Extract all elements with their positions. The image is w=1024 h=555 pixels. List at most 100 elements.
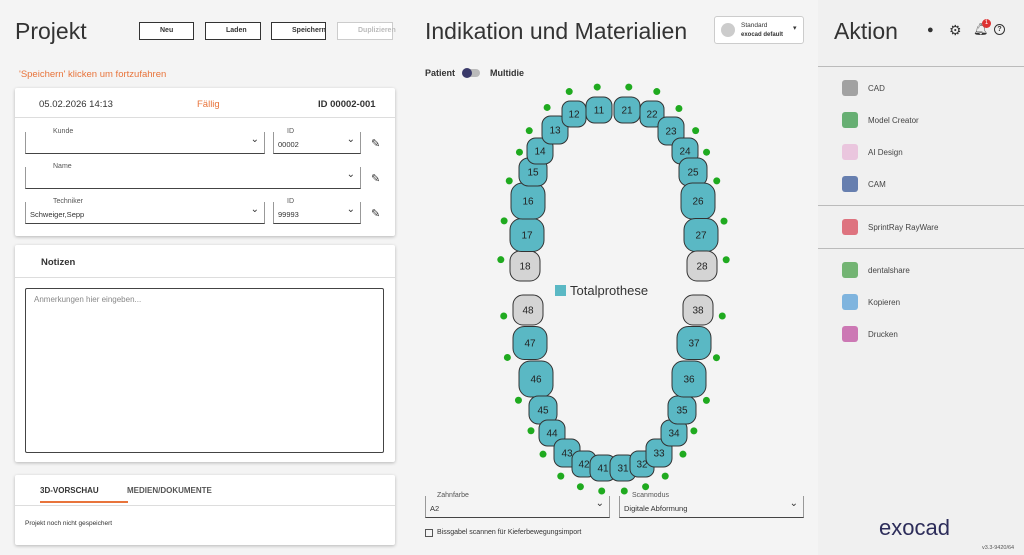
tooth-number: 32 bbox=[636, 460, 648, 471]
tooth-number: 47 bbox=[524, 339, 536, 350]
user-icon[interactable]: ● bbox=[927, 24, 934, 36]
marker-dot bbox=[503, 353, 511, 361]
tooth-number: 27 bbox=[695, 231, 707, 242]
tooth-number: 22 bbox=[646, 110, 658, 121]
select[interactable] bbox=[25, 132, 265, 154]
button[interactable]: Speichern bbox=[271, 22, 326, 40]
tab[interactable]: 3D-VORSCHAU bbox=[40, 486, 128, 503]
tooth-number: 34 bbox=[668, 429, 680, 440]
marker-dot bbox=[514, 396, 522, 404]
marker-dot bbox=[720, 217, 728, 225]
marker-dot bbox=[598, 487, 606, 495]
marker-dot bbox=[675, 104, 683, 112]
button[interactable]: Duplizieren bbox=[337, 22, 396, 40]
tooth bbox=[585, 96, 613, 124]
action-icon bbox=[842, 294, 858, 310]
preset-name: Standard bbox=[741, 22, 768, 29]
edit-icon[interactable]: ✎ bbox=[371, 173, 381, 185]
tooth-number: 18 bbox=[519, 262, 531, 273]
tooth-number: 21 bbox=[621, 106, 633, 117]
marker-dot bbox=[543, 103, 551, 111]
title: Projekt bbox=[15, 18, 87, 44]
action[interactable]: Drucken bbox=[868, 330, 898, 339]
separator bbox=[818, 205, 1024, 206]
tooth-number: 16 bbox=[522, 197, 534, 208]
select[interactable]: 00002 bbox=[273, 132, 361, 154]
select[interactable] bbox=[25, 167, 361, 189]
marker-dot bbox=[712, 354, 720, 362]
tooth-number: 24 bbox=[679, 147, 691, 158]
settings-icon[interactable]: ⚙ bbox=[949, 22, 962, 38]
tooth-number: 42 bbox=[578, 460, 590, 471]
status: Fällig bbox=[197, 99, 220, 110]
tab[interactable]: MEDIEN/DOKUMENTE bbox=[127, 486, 212, 495]
action[interactable]: dentalshare bbox=[868, 266, 910, 275]
action-icon bbox=[842, 176, 858, 192]
tooth-number: 15 bbox=[527, 168, 539, 179]
button[interactable]: Laden bbox=[205, 22, 261, 40]
separator bbox=[818, 248, 1024, 249]
marker-dot bbox=[527, 427, 535, 435]
notes-input[interactable]: Anmerkungen hier eingeben... bbox=[25, 288, 384, 453]
marker-dot bbox=[722, 256, 730, 264]
action[interactable]: AI Design bbox=[868, 148, 903, 157]
tooth-number: 28 bbox=[696, 262, 708, 273]
select[interactable]: Schweiger,Sepp bbox=[25, 202, 265, 224]
date: 05.02.2026 14:13 bbox=[39, 99, 113, 110]
marker-dot bbox=[703, 148, 711, 156]
action[interactable]: CAD bbox=[868, 84, 885, 93]
message: Projekt noch nicht gespeichert bbox=[25, 520, 113, 527]
button[interactable]: Neu bbox=[139, 22, 194, 40]
legend-swatch bbox=[555, 285, 566, 296]
notes-card: Notizen Anmerkungen hier eingeben... bbox=[15, 245, 395, 462]
checkbox[interactable] bbox=[425, 529, 433, 537]
tooth bbox=[676, 326, 712, 360]
notes-title: Notizen bbox=[41, 257, 76, 268]
legend-label: Totalprothese bbox=[570, 283, 649, 298]
preview-card: 3D-VORSCHAU MEDIEN/DOKUMENTE Projekt noc… bbox=[15, 475, 395, 545]
id: ID 00002-001 bbox=[318, 99, 376, 110]
marker-dot bbox=[539, 450, 547, 458]
tooth-number: 25 bbox=[687, 168, 699, 179]
tooth-number: 13 bbox=[549, 126, 561, 137]
marker-dot bbox=[565, 88, 573, 96]
action-icon bbox=[842, 112, 858, 128]
action-icon bbox=[842, 219, 858, 235]
action-icon bbox=[842, 144, 858, 160]
marker-dot bbox=[525, 127, 533, 135]
edit-icon[interactable]: ✎ bbox=[371, 208, 381, 220]
tooth bbox=[686, 250, 718, 282]
tooth-number: 41 bbox=[597, 464, 609, 475]
action[interactable]: SprintRay RayWare bbox=[868, 223, 939, 232]
checkbox-label: Bissgabel scannen für Kieferbewegungsimp… bbox=[437, 529, 582, 536]
marker-dot bbox=[702, 396, 710, 404]
edit-icon[interactable]: ✎ bbox=[371, 138, 381, 150]
preset-select[interactable]: Standard exocad default ▾ bbox=[714, 16, 804, 44]
marker-dot bbox=[625, 83, 633, 91]
action[interactable]: CAM bbox=[868, 180, 886, 189]
tooth-number: 31 bbox=[617, 464, 629, 475]
action[interactable]: Kopieren bbox=[868, 298, 901, 307]
separator bbox=[818, 66, 1024, 67]
marker-dot bbox=[713, 177, 721, 185]
tooth bbox=[512, 294, 544, 326]
tooth bbox=[657, 116, 685, 146]
marker-dot bbox=[576, 483, 584, 491]
action[interactable]: Model Creator bbox=[868, 116, 919, 125]
tooth-number: 35 bbox=[676, 406, 688, 417]
tooth bbox=[682, 294, 714, 326]
select[interactable]: 99993 bbox=[273, 202, 361, 224]
help-icon[interactable]: ? bbox=[994, 24, 1005, 35]
toggle-label: Patient bbox=[425, 68, 456, 78]
select[interactable]: A2 bbox=[425, 496, 610, 518]
action-icon bbox=[842, 326, 858, 342]
select[interactable]: Digitale Abformung bbox=[619, 496, 804, 518]
marker-dot bbox=[642, 483, 650, 491]
tooth-number: 44 bbox=[546, 429, 558, 440]
toggle[interactable] bbox=[462, 68, 480, 78]
tooth bbox=[526, 137, 554, 165]
marker-dot bbox=[497, 256, 505, 264]
marker-dot bbox=[661, 472, 669, 480]
